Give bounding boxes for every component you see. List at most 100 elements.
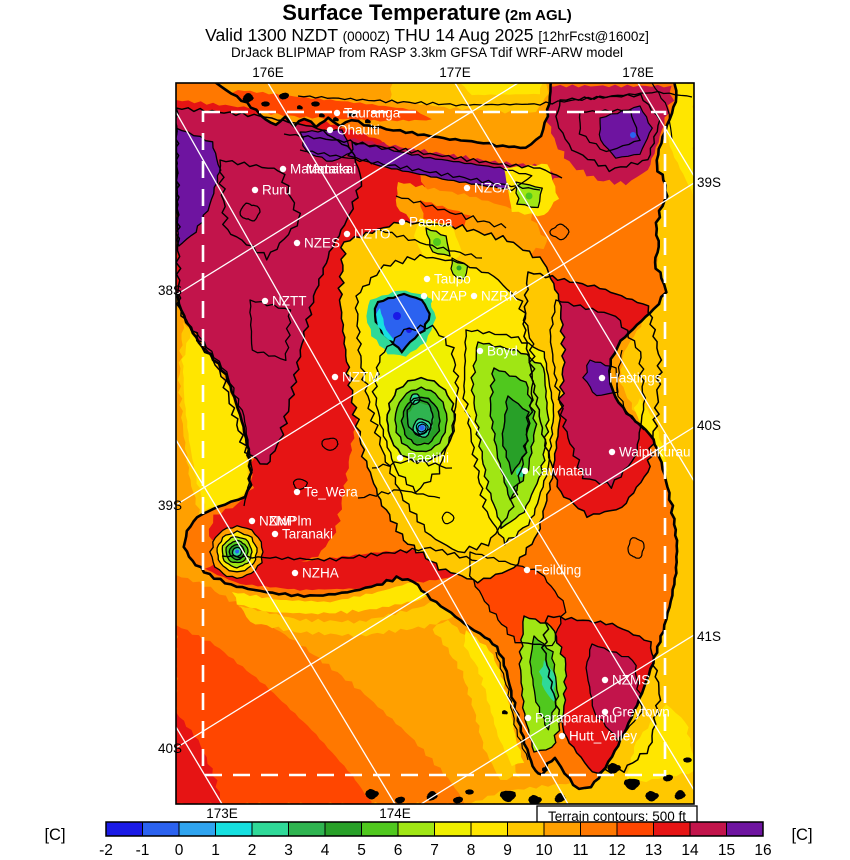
colorbar-tick-label: -2 [99, 842, 113, 859]
latlon-grid-lines [176, 83, 694, 804]
land-region [599, 106, 653, 159]
terrain-contour [540, 615, 662, 775]
lat-label-right: 40S [697, 418, 721, 433]
island-speck [528, 794, 542, 804]
colorbar-unit-left: [C] [44, 826, 65, 844]
terrain-contour [386, 376, 457, 463]
coastline-north [214, 83, 553, 150]
station-label: NZMS [612, 673, 650, 688]
terrain-contour [218, 159, 302, 261]
colorbar-tick-label: 6 [394, 842, 403, 859]
terrain-contour [283, 133, 563, 179]
terrain-contour [651, 83, 673, 141]
station-dot [601, 676, 609, 684]
grid-line-40S [176, 426, 694, 749]
grid-line-174E [176, 439, 396, 804]
station-dot [423, 275, 431, 283]
terrain-contour [292, 478, 308, 490]
colorbar-segment [361, 821, 399, 837]
station-dot [523, 566, 531, 574]
colorbar-tick-label: 5 [357, 842, 366, 859]
terrain-contour [515, 181, 543, 209]
colorbar-tick-label: 11 [572, 842, 588, 859]
island-speck [541, 767, 548, 772]
station-label: NZAP [431, 289, 467, 304]
colorbar-segment [543, 821, 581, 837]
lake-cold-edge [376, 308, 396, 343]
terrain-contour [249, 299, 292, 362]
terrain-contour [299, 149, 541, 191]
lat-label-left: 39S [158, 498, 182, 513]
terrain-contour [518, 615, 568, 753]
station-paraparaumu: Paraparaumu [524, 711, 617, 726]
lake-cold-spot [393, 312, 401, 320]
island-speck [242, 93, 254, 103]
terrain-contour [371, 458, 453, 469]
terrain-contour [371, 324, 460, 494]
colorbar-segment [580, 821, 618, 837]
station-paeroa: Paeroa [398, 215, 453, 230]
colorbar-tick-label: 9 [503, 842, 512, 859]
colorbar-tick-label: 2 [248, 842, 257, 859]
colorbar-tick-label: 8 [467, 842, 476, 859]
colorbar-tick-label: 12 [608, 842, 625, 859]
terrain-contour [337, 220, 567, 584]
terrain-contour [450, 257, 469, 280]
station-nzha: NZHA [291, 566, 339, 581]
colorbar-unit-right: [C] [791, 826, 812, 844]
colorbar-segment [178, 821, 216, 837]
volcano-ring [235, 549, 240, 554]
station-dot [608, 448, 616, 456]
station-dot [271, 530, 279, 538]
land-region [502, 396, 530, 475]
colorbar-tick-label: 10 [535, 842, 553, 859]
station-dot [293, 488, 301, 496]
island-speck [364, 119, 371, 124]
station-dot [524, 714, 532, 722]
sea-region [176, 712, 222, 804]
island-speck [261, 101, 270, 107]
land-region [586, 644, 642, 741]
station-dot [248, 517, 256, 525]
model-domain-dashed-box [201, 110, 667, 777]
station-label-overlap: Mataikai [306, 162, 356, 177]
temperature-colorbar: -2 -1 0 1 2 3 4 5 6 7 8 9 10 11 12 13 14 15 16 [99, 821, 772, 859]
island-speck [645, 790, 659, 802]
station-taranaki: Taranaki [271, 527, 333, 542]
station-dot [333, 109, 341, 117]
colorbar-segment [251, 821, 289, 837]
grid-line-176E [267, 83, 694, 791]
island-speck [365, 788, 379, 800]
station-feilding: Feilding [523, 563, 581, 578]
sea-region [176, 625, 372, 804]
station-label: NZRK [481, 289, 518, 304]
station-label: Greytown [612, 705, 670, 720]
station-label: NZNP [259, 514, 296, 529]
station-label: Raetihi [407, 451, 449, 466]
station-label: Paraparaumu [535, 711, 617, 726]
island-speck [662, 774, 673, 782]
terrain-contour [470, 341, 550, 530]
island-speck [296, 105, 303, 110]
terrain-contour [627, 537, 645, 559]
terrain-contour [585, 643, 643, 742]
station-label: NZTT [272, 294, 307, 309]
lake-cold-spot [426, 298, 432, 304]
grid-line-39S [176, 182, 694, 506]
terrain-contour [239, 202, 261, 222]
station-ruru: Ruru [251, 183, 291, 198]
terrain-contour [417, 423, 427, 433]
terrain-contour [221, 536, 253, 569]
island-speck [311, 101, 320, 107]
colorbar-segment [507, 821, 545, 837]
colorbar-tick-label: 7 [430, 842, 439, 859]
colorbar-segment [105, 821, 143, 837]
map-frame [175, 82, 695, 805]
terrain-note-box: Terrain contours: 500 ft [536, 805, 698, 827]
station-nzto: NZTO [343, 227, 391, 242]
station-dot [521, 467, 529, 475]
terrain-contour [231, 546, 243, 558]
